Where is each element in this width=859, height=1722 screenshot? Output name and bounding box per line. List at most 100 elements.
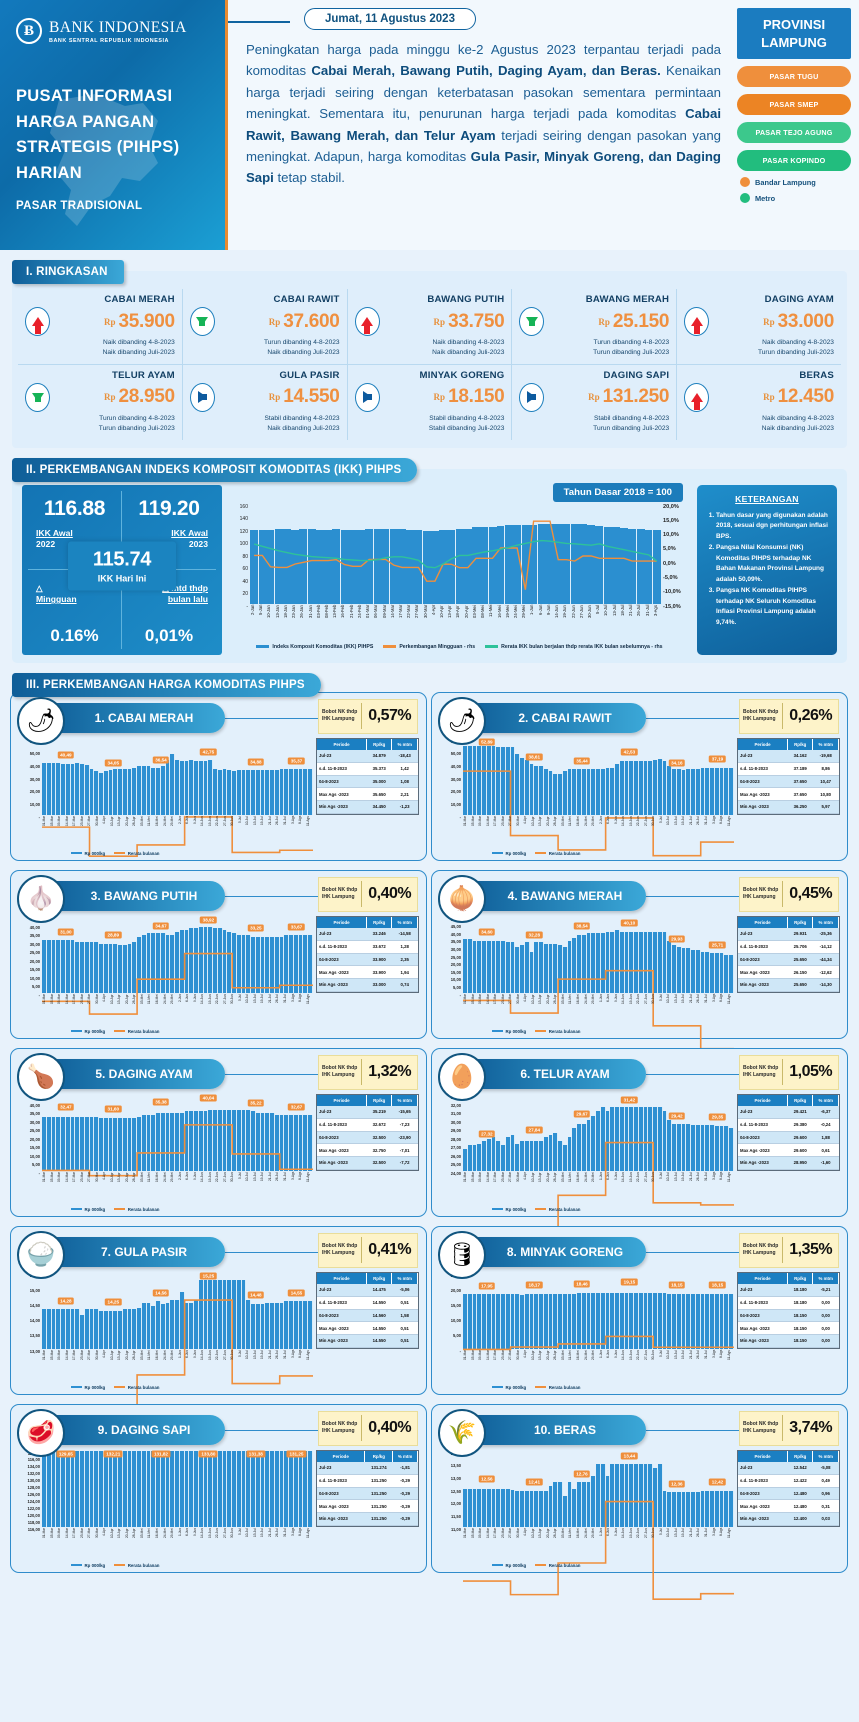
price-bar	[189, 928, 194, 993]
x-tick: 11-Ags	[726, 1527, 731, 1538]
y-tick: 25,00	[29, 950, 40, 956]
bobot-label: Bobot NK thdp IHK Lampung	[322, 1242, 358, 1257]
legend-label: Rerata bulanan	[127, 1206, 160, 1212]
table-cell: -0,29	[392, 1512, 418, 1526]
x-tick: 11-Mei	[568, 1171, 573, 1182]
ikk-mtd-label-l2: bulan lalu	[167, 594, 208, 605]
y-axis: 45,0040,0035,0030,0025,0020,0015,0010,00…	[17, 1095, 41, 1176]
price-bar	[510, 1293, 516, 1349]
page-title: PUSAT INFORMASI HARGA PANGAN STRATEGIS (…	[16, 84, 209, 186]
price-bar	[653, 1468, 658, 1527]
price-bar	[213, 928, 218, 993]
price-bar	[486, 1138, 492, 1171]
x-tick: 22-Jun	[215, 993, 220, 1004]
bobot-value: 1,32%	[368, 1063, 412, 1081]
table-cell: 10,47	[812, 775, 839, 789]
price-bar	[705, 1293, 710, 1349]
price-bar	[308, 935, 313, 993]
table-cell: 04-8-2023	[317, 1309, 367, 1323]
ikk-y-tick-right: 20,0%	[663, 503, 679, 510]
price-bar	[170, 1450, 175, 1527]
price-bar	[251, 1111, 256, 1171]
table-row: 04-8-2023 14.560 1,58	[317, 1309, 418, 1323]
table-cell: s.d. 11-8-2023	[738, 1474, 788, 1488]
price-bar	[203, 1280, 209, 1349]
monthly-avg-label: 32,67	[288, 1103, 305, 1111]
price-bar	[672, 945, 677, 993]
legend-swatch	[383, 645, 397, 649]
lampung-map-watermark	[50, 94, 158, 226]
table-header: % mtm	[812, 1272, 839, 1284]
y-tick: 120,00	[27, 1512, 40, 1518]
table-row: Max Ags -2023 12.480 0,31	[738, 1499, 839, 1514]
ikk-panel: 116.88 IKK Awal 2022 119.20 IKK Awal 202…	[12, 468, 847, 663]
price-bar	[99, 1310, 104, 1349]
price-bar	[591, 1115, 596, 1171]
daging-sapi-icon: 🥩	[17, 1408, 65, 1457]
y-tick: 14,00	[29, 1318, 40, 1324]
price-bar	[184, 1302, 190, 1349]
narrative-highlight: Gula Pasir, Minyak Goreng, dan Daging Sa…	[246, 148, 721, 186]
table-row: Jul-23 34.879 -18,43	[317, 749, 418, 763]
monthly-avg-label: 35,22	[247, 1099, 265, 1107]
market-badge-pasar-smep[interactable]: PASAR SMEP	[737, 94, 851, 116]
price-bar	[132, 1118, 137, 1171]
price-bar	[213, 1109, 218, 1171]
price-bar	[634, 761, 639, 815]
market-badge-pasar-tugu[interactable]: PASAR TUGU	[737, 66, 851, 88]
price-bar	[61, 763, 66, 815]
price-bar	[591, 1292, 596, 1349]
price-bar	[463, 1293, 468, 1349]
bank-subtitle: BANK SENTRAL REPUBLIK INDONESIA	[49, 37, 169, 44]
x-tick: 16-Mei	[154, 815, 159, 826]
price-bar	[56, 762, 61, 815]
price-bar	[56, 940, 61, 993]
table-cell: 04-8-2023	[738, 1131, 788, 1145]
price-bar	[477, 746, 482, 815]
monthly-avg-label: 34,88	[247, 758, 265, 766]
market-badge-pasar-tejo-agung[interactable]: PASAR TEJO AGUNG	[737, 122, 851, 144]
price-bar	[558, 774, 563, 815]
x-tick: 14-Jun	[621, 1527, 626, 1538]
table-cell: s.d. 11-8-2023	[738, 940, 788, 954]
monthly-avg-label: 33,25	[247, 924, 265, 932]
x-tick: 17-Mar	[493, 815, 498, 826]
table-cell: Max Ags -2023	[317, 1321, 367, 1336]
x-tick: 11-Ags	[726, 1171, 731, 1182]
table-cell: Jul-23	[738, 1461, 788, 1475]
price-bar	[553, 1482, 558, 1527]
price-bar	[591, 1475, 596, 1527]
market-badge-pasar-kopindo[interactable]: PASAR KOPINDO	[737, 150, 851, 172]
beras-icon: 🌾	[438, 1408, 486, 1457]
y-tick: 30,00	[29, 941, 40, 947]
price-bar	[676, 1492, 682, 1527]
table-cell: 131.250	[364, 1474, 393, 1488]
summary-notes: Turun dibanding 4-8-2023 Naik dibanding J…	[190, 338, 340, 358]
table-header: Periode	[738, 738, 789, 750]
monthly-avg-label: 28,89	[105, 931, 122, 939]
price-bar	[179, 761, 185, 815]
price-bar	[279, 1114, 285, 1171]
x-tick: 10-Jul	[666, 1349, 671, 1359]
x-tick: 8-Ags	[298, 1171, 303, 1180]
x-tick: 11-Ags	[305, 1349, 310, 1360]
summary-commodity-name: BERAS	[799, 369, 834, 381]
price-bar	[681, 948, 687, 993]
price-bar	[146, 1302, 152, 1349]
table-header: Periode	[738, 1094, 789, 1106]
x-tick: 3-Ags	[711, 1171, 716, 1180]
currency-symbol: Rp	[763, 392, 775, 403]
table-cell: 1,88	[812, 1131, 839, 1145]
price-bar	[270, 936, 275, 993]
x-tick: 28-Apr	[553, 993, 558, 1004]
price-bar	[624, 761, 630, 815]
price-bar	[298, 1301, 304, 1349]
price-bar	[308, 1114, 313, 1171]
y-tick: 11,00	[450, 1526, 461, 1532]
commodity-title: 9. DAGING SAPI	[45, 1414, 225, 1445]
price-bar	[558, 945, 563, 993]
x-tick: 8-Ags	[719, 1527, 724, 1536]
ikk-bar	[463, 528, 472, 604]
ikk-x-tick: 22-Jun	[570, 604, 576, 618]
summary-note-monthly: Turun dibanding Juli-2023	[593, 348, 670, 356]
